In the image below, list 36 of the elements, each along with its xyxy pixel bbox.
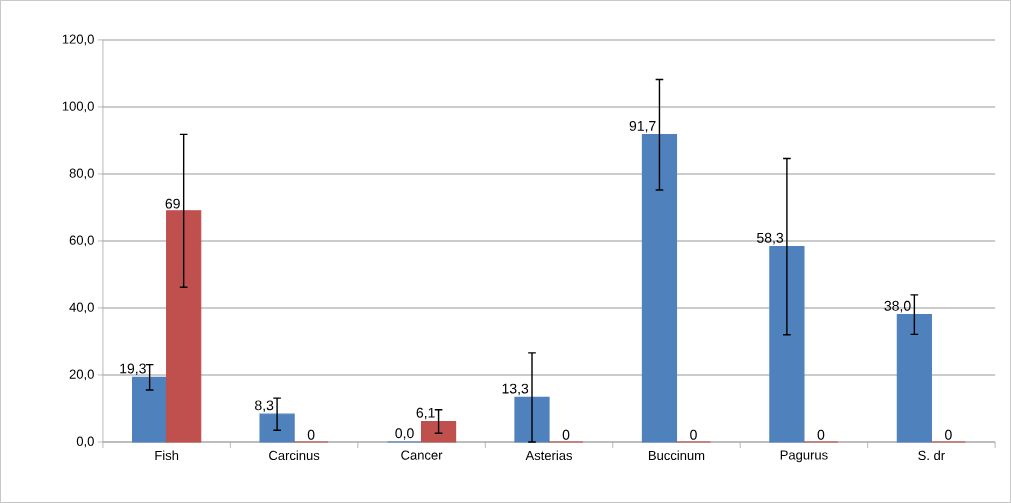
bar	[166, 210, 202, 443]
x-tick-label: Carcinus	[269, 450, 320, 461]
data-label: 0	[945, 429, 952, 440]
x-tick-label: Buccinum	[648, 450, 705, 461]
data-label: 0	[817, 429, 825, 440]
data-label: 0	[562, 429, 570, 440]
y-tick-label: 120,0	[62, 34, 94, 46]
data-label: 13,3	[502, 383, 529, 396]
data-label: 0	[690, 429, 697, 440]
y-tick-label: 100,0	[62, 101, 94, 113]
y-tick-label: 20,0	[69, 369, 94, 381]
x-tick-label: Pagurus	[780, 450, 828, 463]
data-label: 6,1	[416, 407, 435, 420]
data-label: 69	[165, 198, 180, 209]
bar	[641, 134, 678, 443]
data-label: 8,3	[255, 400, 274, 413]
x-tick-label: Fish	[155, 450, 179, 461]
data-label: 0	[307, 429, 315, 440]
bar	[259, 413, 295, 443]
bar	[769, 246, 805, 443]
y-tick-label: 80,0	[69, 168, 94, 180]
y-tick-label: 40,0	[69, 302, 94, 314]
x-tick-label: Cancer	[401, 450, 443, 460]
data-label: 38,0	[884, 300, 911, 313]
x-tick-label: S. dr	[918, 450, 945, 461]
bar	[514, 396, 550, 443]
data-label: 91,7	[629, 120, 656, 133]
data-label: 19,3	[120, 363, 146, 376]
bar	[896, 314, 932, 443]
data-label: 0,0	[395, 428, 414, 440]
y-tick-label: 0,0	[76, 436, 94, 448]
bar	[420, 420, 457, 443]
bar	[132, 376, 168, 443]
y-tick-label: 60,0	[69, 235, 94, 247]
x-tick-label: Asterias	[525, 450, 573, 461]
data-label: 58,3	[757, 232, 784, 245]
